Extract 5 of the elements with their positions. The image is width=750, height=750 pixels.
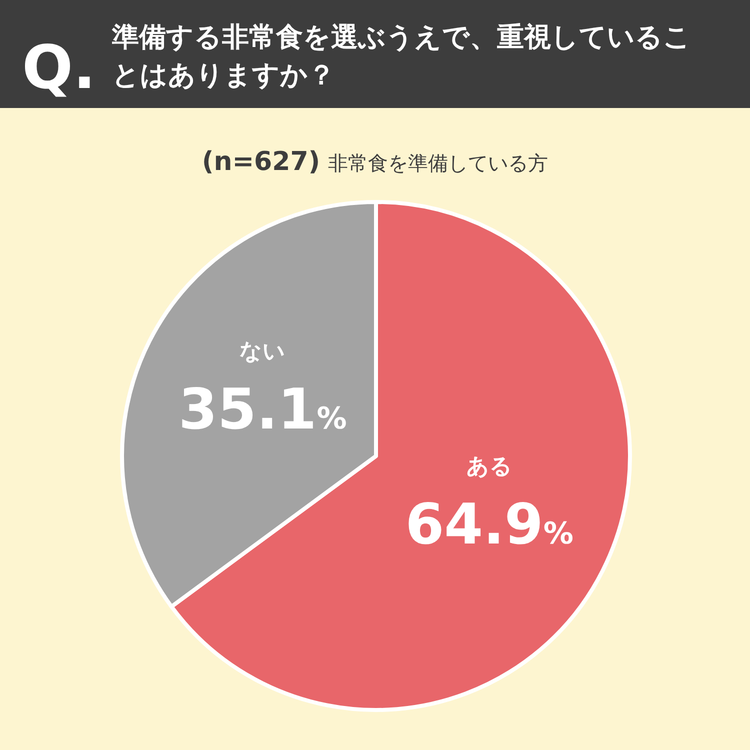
data-label: 35.1% — [178, 378, 347, 443]
slice-label: ない — [240, 340, 286, 365]
slice-label: ある — [466, 454, 512, 480]
data-label: 64.9% — [405, 492, 574, 558]
chart-subtitle: (n=627) 非常食を準備している方 — [202, 147, 548, 177]
